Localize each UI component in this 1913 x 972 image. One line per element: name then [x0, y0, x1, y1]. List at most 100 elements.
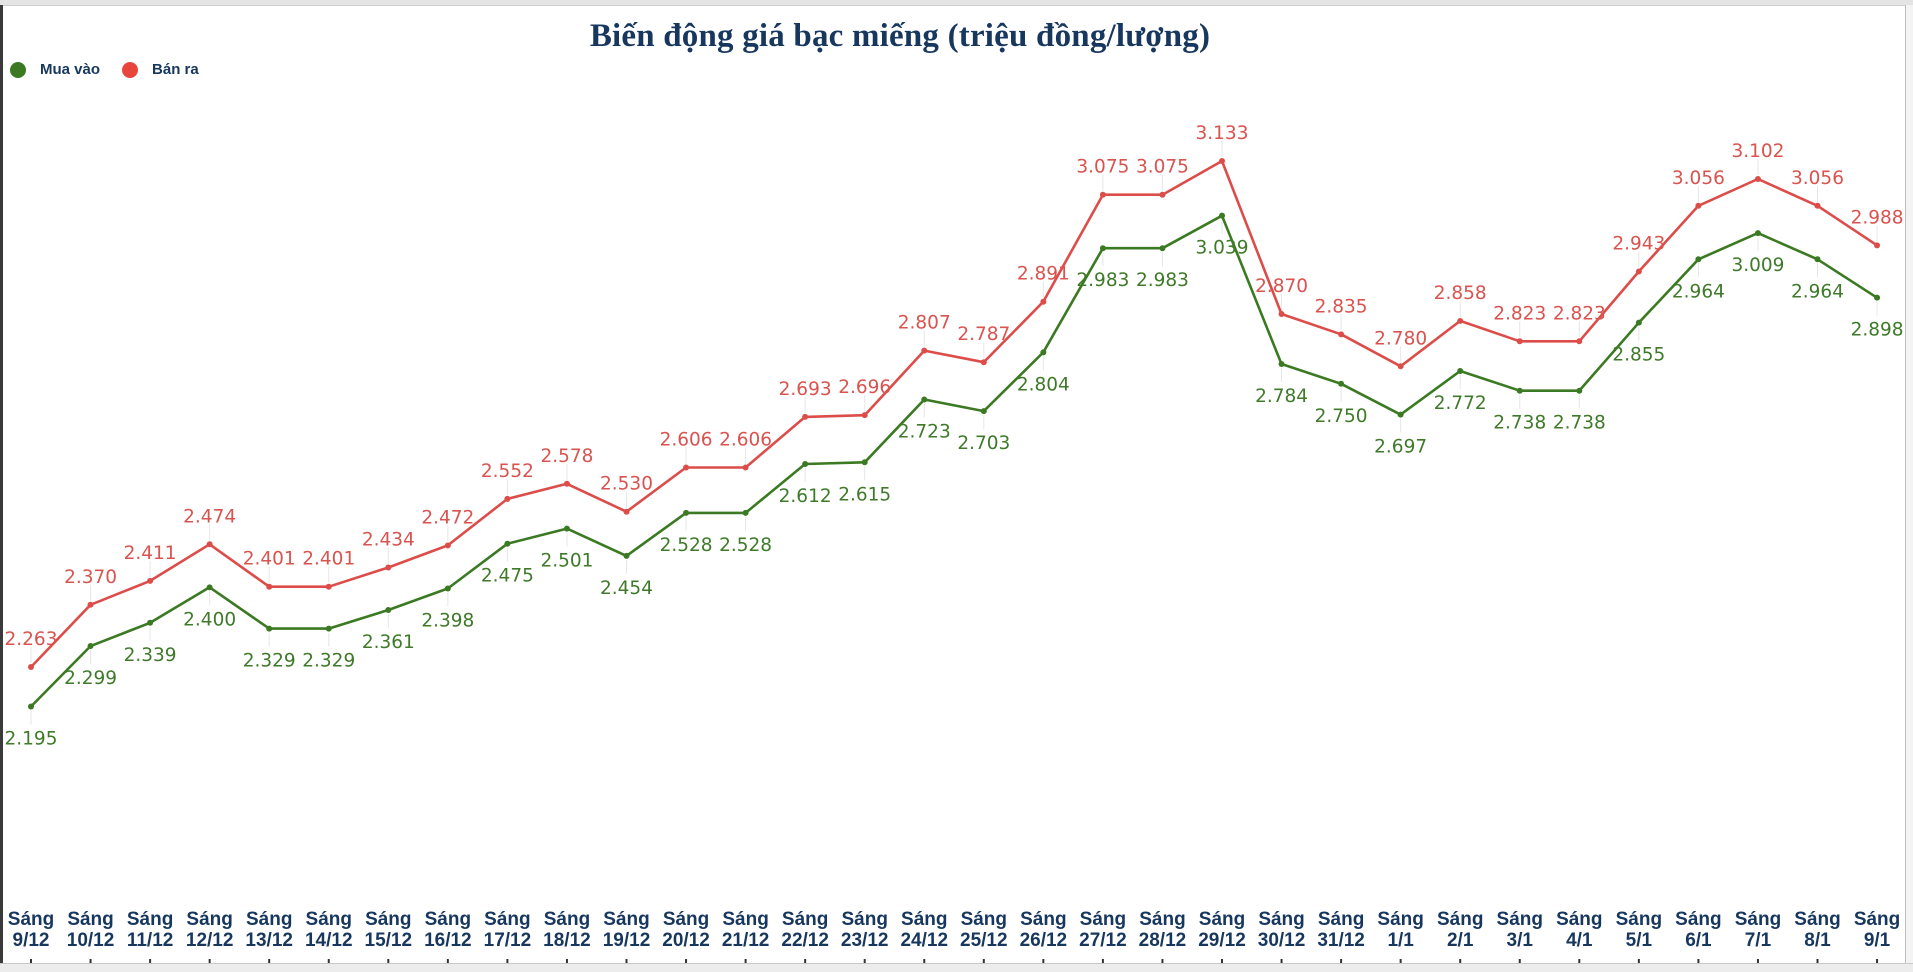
chart-title: Biến động giá bạc miếng (triệu đồng/lượn…	[589, 18, 1211, 54]
buy-value-label: 2.983	[1136, 270, 1189, 291]
ban-ra-data-point[interactable]	[563, 480, 570, 487]
mua-vao-data-point[interactable]	[1754, 230, 1761, 237]
sell-value-label: 3.133	[1196, 123, 1249, 144]
ban-ra-data-point[interactable]	[1516, 338, 1523, 345]
buy-value-label: 2.475	[481, 566, 534, 587]
mua-vao-data-point[interactable]	[802, 461, 809, 468]
x-axis-label: Sáng 12/12	[186, 909, 234, 951]
legend-item-mua-vao[interactable]: Mua vào	[10, 61, 100, 78]
ban-ra-data-point[interactable]	[87, 601, 94, 608]
ban-ra-data-point[interactable]	[504, 495, 511, 502]
mua-vao-data-point[interactable]	[266, 625, 273, 632]
ban-ra-data-point[interactable]	[1099, 191, 1106, 198]
sell-value-label: 2.606	[660, 430, 713, 451]
mua-vao-data-point[interactable]	[1874, 294, 1881, 301]
mua-vao-data-point[interactable]	[1219, 212, 1225, 219]
mua-vao-data-point[interactable]	[504, 540, 511, 547]
x-axis-label: Sáng 17/12	[484, 909, 532, 951]
ban-ra-data-point[interactable]	[444, 542, 451, 549]
x-axis-label: Sáng 3/1	[1497, 909, 1543, 951]
ban-ra-data-point[interactable]	[683, 464, 690, 471]
x-axis-label: Sáng 21/12	[722, 909, 770, 951]
mua-vao-data-point[interactable]	[206, 584, 213, 591]
mua-vao-data-point[interactable]	[1516, 387, 1523, 394]
ban-ra-data-point[interactable]	[980, 359, 987, 366]
mua-vao-data-point[interactable]	[87, 643, 94, 650]
mua-vao-data-point[interactable]	[861, 459, 868, 466]
mua-vao-data-point[interactable]	[147, 619, 154, 626]
buy-value-label: 2.329	[243, 651, 296, 672]
mua-vao-data-point[interactable]	[683, 509, 690, 516]
ban-ra-data-point[interactable]	[623, 508, 630, 515]
ban-ra-data-point[interactable]	[1874, 242, 1881, 249]
ban-ra-data-point[interactable]	[742, 464, 749, 471]
buy-value-label: 2.299	[64, 668, 117, 689]
mua-vao-data-point[interactable]	[1338, 380, 1345, 387]
mua-vao-line	[30, 214, 1878, 708]
mua-vao-data-point[interactable]	[1040, 349, 1047, 356]
chart-left-border	[0, 5, 3, 963]
ban-ra-data-point[interactable]	[1576, 338, 1583, 345]
x-axis-label: Sáng 9/12	[8, 909, 54, 951]
ban-ra-data-point[interactable]	[1219, 158, 1225, 164]
buy-value-label: 2.400	[183, 609, 236, 630]
sell-value-label: 2.411	[124, 543, 177, 564]
mua-vao-data-point[interactable]	[1576, 387, 1583, 394]
ban-ra-data-point[interactable]	[1814, 202, 1821, 209]
label-leader-lines	[30, 141, 1878, 725]
ban-ra-data-point[interactable]	[861, 412, 868, 419]
sell-value-label: 2.870	[1255, 276, 1308, 297]
x-axis-label: Sáng 11/12	[127, 909, 174, 951]
x-axis-label: Sáng 1/1	[1377, 909, 1423, 951]
x-axis-label: Sáng 26/12	[1020, 909, 1068, 951]
mua-vao-data-point[interactable]	[385, 606, 392, 613]
mua-vao-data-point[interactable]	[563, 525, 570, 532]
mua-vao-data-point[interactable]	[1397, 411, 1404, 418]
ban-ra-data-point[interactable]	[206, 541, 213, 548]
ban-ra-data-point[interactable]	[1754, 176, 1761, 183]
ban-ra-data-point[interactable]	[385, 564, 392, 571]
buy-value-label: 2.339	[124, 645, 177, 666]
buy-value-label: 2.697	[1374, 437, 1427, 458]
buy-value-label: 2.454	[600, 578, 653, 599]
mua-vao-data-point[interactable]	[325, 625, 332, 632]
x-axis-label: Sáng 4/1	[1556, 909, 1602, 951]
ban-ra-data-point[interactable]	[1397, 363, 1404, 370]
buy-value-label: 2.615	[838, 484, 891, 505]
mua-vao-data-point[interactable]	[1099, 245, 1106, 252]
ban-ra-data-point[interactable]	[1457, 317, 1464, 324]
ban-ra-data-point[interactable]	[1338, 331, 1345, 338]
ban-ra-data-point[interactable]	[1695, 202, 1702, 209]
mua-vao-data-point[interactable]	[28, 703, 34, 710]
ban-ra-data-point[interactable]	[802, 413, 809, 420]
mua-vao-data-point[interactable]	[1695, 256, 1702, 263]
x-axis-label: Sáng 30/12	[1258, 909, 1306, 951]
buy-value-label: 2.528	[660, 535, 713, 556]
mua-vao-data-point[interactable]	[623, 552, 630, 559]
ban-ra-data-point[interactable]	[1040, 298, 1047, 305]
legend-item-ban-ra[interactable]: Bán ra	[122, 61, 199, 78]
mua-vao-data-point[interactable]	[444, 585, 451, 592]
x-axis-label: Sáng 9/1	[1854, 909, 1900, 951]
sell-value-label: 2.780	[1374, 328, 1427, 349]
ban-ra-data-point[interactable]	[1159, 191, 1166, 198]
mua-vao-data-point[interactable]	[1635, 319, 1642, 326]
mua-vao-data-point[interactable]	[1457, 367, 1464, 374]
mua-vao-data-point[interactable]	[1814, 256, 1821, 263]
data-labels: 2.263 2.370 2.411 2.474 2.401 2.401 2.434 2.472…	[5, 123, 1904, 750]
mua-vao-data-point[interactable]	[1159, 245, 1166, 252]
mua-vao-data-point[interactable]	[921, 396, 928, 403]
mua-vao-data-point[interactable]	[1278, 360, 1285, 367]
x-axis-label: Sáng 5/1	[1616, 909, 1662, 951]
ban-ra-data-point[interactable]	[1278, 310, 1285, 317]
ban-ra-data-point[interactable]	[1635, 268, 1642, 275]
ban-ra-data-point[interactable]	[325, 583, 332, 590]
mua-vao-data-point[interactable]	[742, 509, 749, 516]
ban-ra-data-point[interactable]	[147, 577, 154, 584]
ban-ra-data-point[interactable]	[266, 583, 273, 590]
sell-value-label: 2.787	[957, 324, 1010, 345]
ban-ra-data-point[interactable]	[921, 347, 928, 354]
mua-vao-data-point[interactable]	[980, 408, 987, 415]
sell-value-label: 2.370	[64, 567, 117, 588]
ban-ra-data-point[interactable]	[28, 663, 34, 670]
